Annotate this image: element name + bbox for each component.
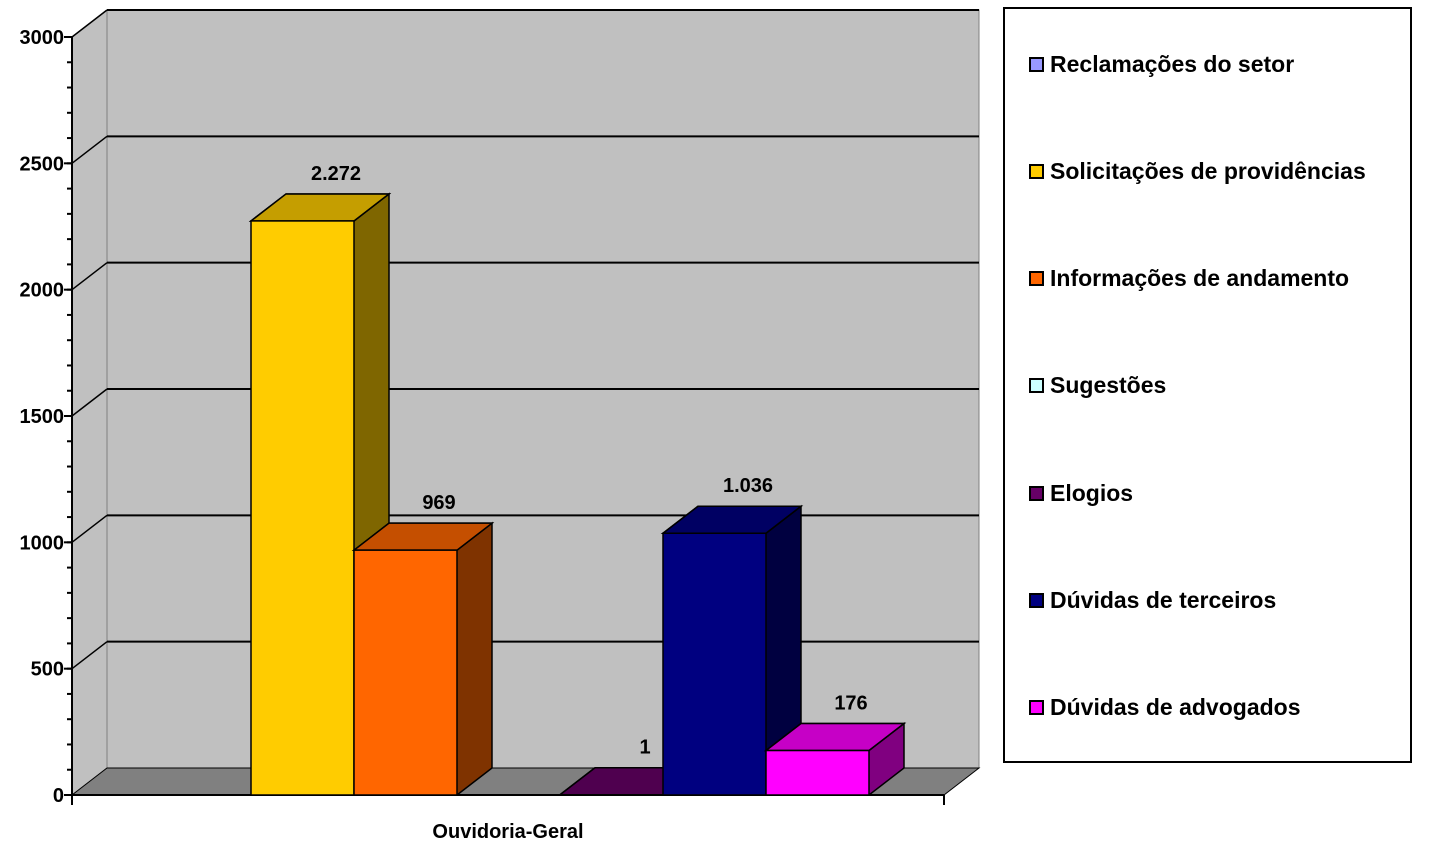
- data-labels: 2.272 969 1 1.036 176: [311, 163, 868, 759]
- data-label: 1: [639, 737, 650, 759]
- bar: [660, 504, 804, 796]
- legend-item: Informações de andamento: [1029, 264, 1349, 294]
- legend-label: Informações de andamento: [1050, 265, 1350, 292]
- bar: [248, 192, 392, 796]
- data-label: 2.272: [311, 163, 361, 185]
- legend-label: Elogios: [1050, 479, 1134, 506]
- legend-label: Sugestões: [1050, 372, 1167, 399]
- gridline-side: [71, 262, 108, 291]
- legend-swatch: [1029, 163, 1044, 179]
- bar-front: [250, 220, 355, 796]
- data-label: 176: [834, 693, 867, 715]
- y-tick-label: 3000: [20, 27, 65, 49]
- legend-swatch: [1029, 378, 1044, 394]
- legend-swatch: [1029, 485, 1044, 501]
- y-tick-label: 2500: [20, 153, 65, 175]
- legend-label: Reclamações do setor: [1050, 50, 1295, 77]
- data-label: 1.036: [723, 475, 773, 497]
- bar-front: [353, 549, 458, 796]
- bar: [763, 722, 907, 796]
- legend-item: Sugestões: [1029, 371, 1166, 401]
- legend: Reclamações do setor Solicitações de prov…: [1003, 7, 1412, 763]
- legend-swatch: [1029, 271, 1044, 287]
- bar: [351, 521, 495, 796]
- legend-label: Dúvidas de terceiros: [1050, 587, 1277, 613]
- y-tick-label: 500: [31, 659, 64, 681]
- legend-item: Elogios: [1029, 478, 1133, 508]
- gridline-side: [71, 9, 108, 38]
- legend-item: Solicitações de providências: [1029, 156, 1366, 186]
- gridline-side: [71, 135, 108, 164]
- y-tick-label: 0: [53, 785, 64, 807]
- bars: [248, 192, 907, 796]
- y-tick-label: 1500: [20, 406, 65, 428]
- bar-front: [765, 749, 870, 796]
- gridline-side: [71, 388, 108, 417]
- legend-swatch: [1029, 56, 1044, 72]
- x-category-label: Ouvidoria-Geral: [432, 821, 583, 843]
- legend-item: Reclamações do setor: [1029, 49, 1294, 79]
- legend-swatch: [1029, 700, 1044, 716]
- gridline-side: [71, 514, 108, 543]
- bar-front: [662, 532, 767, 796]
- y-tick-label: 1000: [20, 532, 65, 554]
- data-label: 969: [422, 492, 455, 514]
- legend-label: Solicitações de providências: [1050, 157, 1366, 184]
- legend-item: Dúvidas de terceiros: [1029, 586, 1276, 616]
- chart: 0 500 1000 1500 2000 2500 3000 2.272 969 1 1.036 1…: [20, 8, 981, 843]
- legend-item: Dúvidas de advogados: [1029, 693, 1301, 723]
- y-tick-label: 2000: [20, 280, 65, 302]
- legend-label: Dúvidas de advogados: [1050, 694, 1301, 721]
- legend-swatch: [1029, 593, 1044, 608]
- gridline-side: [71, 641, 108, 670]
